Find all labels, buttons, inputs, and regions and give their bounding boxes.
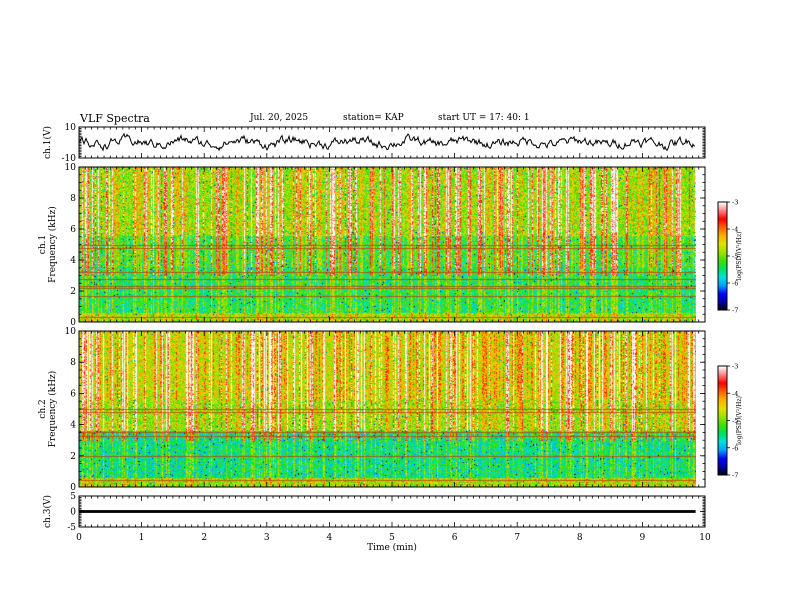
- y-tick-label: 2: [70, 287, 76, 297]
- y-tick-label: 6: [70, 225, 76, 235]
- x-tick-label: 4: [327, 533, 333, 543]
- ch2-spec-ylabel: ch.2: [38, 399, 48, 418]
- y-tick-label: 10: [65, 163, 77, 173]
- colorbar-tick-label: -6: [732, 280, 738, 288]
- ch2-spec-ylabel: Frequency (kHz): [47, 371, 58, 448]
- colorbar-tick-label: -5: [732, 417, 738, 425]
- colorbar-tick-label: -6: [732, 444, 738, 452]
- y-tick-label: 10: [65, 123, 77, 133]
- y-tick-label: 6: [70, 389, 76, 399]
- x-tick-label: 5: [389, 533, 395, 543]
- x-tick-label: 10: [699, 533, 711, 543]
- colorbar-tick-label: -7: [732, 472, 738, 480]
- ch1-waveform-line: [78, 132, 696, 152]
- x-axis-label: Time (min): [367, 542, 417, 553]
- ch2-spectrogram-colorbar: [718, 366, 727, 475]
- colorbar-label: log(PSD)(V²/Hz): [736, 232, 743, 281]
- x-tick-label: 3: [264, 533, 270, 543]
- y-tick-label: 0: [70, 318, 76, 328]
- y-tick-label: 5: [70, 492, 76, 502]
- ch1-ylabel: ch.1(V): [42, 126, 53, 159]
- x-tick-label: 1: [139, 533, 145, 543]
- x-tick-label: 7: [514, 533, 520, 543]
- x-tick-label: 8: [577, 533, 583, 543]
- y-tick-label: 2: [70, 452, 76, 462]
- colorbar-label: log(PSD)(V²/Hz): [736, 396, 743, 445]
- y-tick-label: -10: [62, 154, 77, 164]
- colorbar-tick-label: -5: [732, 253, 738, 261]
- y-tick-label: 4: [70, 256, 76, 266]
- y-tick-label: 8: [70, 194, 76, 204]
- y-tick-label: 10: [65, 327, 77, 337]
- ch2-spectrogram-image: [79, 331, 696, 487]
- x-tick-label: 2: [201, 533, 207, 543]
- colorbar-tick-label: -3: [732, 363, 738, 371]
- y-tick-label: -5: [67, 523, 76, 533]
- chart-title: VLF Spectra: [80, 112, 150, 125]
- x-tick-label: 6: [452, 533, 458, 543]
- ch1-spec-ylabel: Frequency (kHz): [47, 206, 58, 283]
- ch1-spectrogram-image: [79, 167, 696, 322]
- y-tick-label: 0: [70, 508, 76, 518]
- header-date: Jul. 20, 2025: [250, 113, 309, 123]
- colorbar-tick-label: -3: [732, 199, 738, 207]
- header-station: station= KAP: [343, 113, 404, 123]
- ch1-spec-ylabel: ch.1: [38, 235, 48, 254]
- x-tick-label: 9: [640, 533, 646, 543]
- header-start-time: start UT = 17: 40: 1: [438, 113, 530, 123]
- y-tick-label: 0: [70, 483, 76, 493]
- ch1-spectrogram-colorbar: [718, 202, 727, 310]
- x-tick-label: 0: [76, 533, 82, 543]
- colorbar-tick-label: -7: [732, 307, 738, 315]
- ch3-waveform-band: [79, 510, 696, 513]
- ch3-ylabel: ch.3(V): [42, 495, 53, 528]
- colorbar-tick-label: -4: [732, 226, 738, 234]
- colorbar-tick-label: -4: [732, 390, 738, 398]
- y-tick-label: 4: [70, 421, 76, 431]
- y-tick-label: 8: [70, 358, 76, 368]
